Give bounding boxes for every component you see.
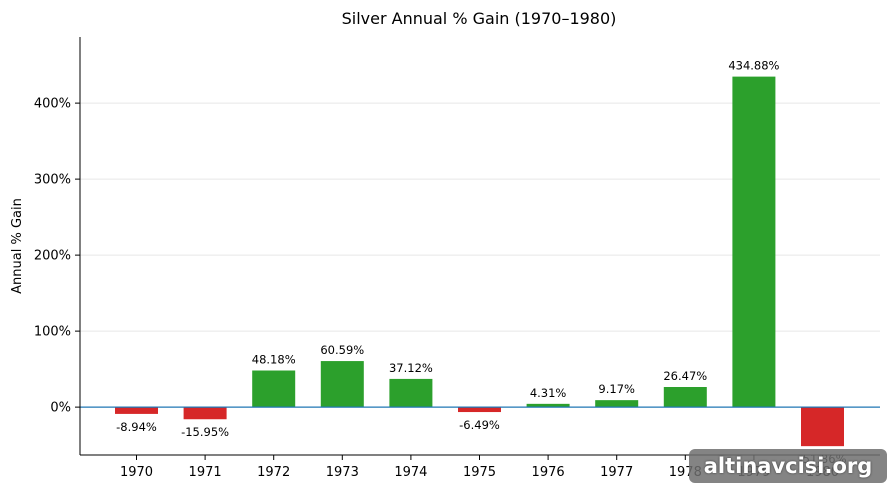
data-label-1973: 60.59%	[320, 343, 364, 357]
y-tick-label: 300%	[34, 173, 71, 188]
data-label-1972: 48.18%	[252, 353, 296, 367]
watermark: altinavcisi.org	[689, 449, 887, 483]
bar-1980	[801, 407, 844, 447]
y-tick-label: 400%	[34, 97, 71, 112]
x-tick-label: 1977	[600, 465, 633, 480]
bar-1976	[526, 403, 570, 408]
data-label-1979: 434.88%	[728, 59, 779, 73]
data-label-1975: -6.49%	[459, 418, 500, 432]
bar-1974	[389, 378, 433, 408]
bars	[115, 76, 844, 447]
x-tick-label: 1971	[189, 465, 222, 480]
x-tick-label: 1975	[463, 465, 496, 480]
y-axis-label: Annual % Gain	[10, 198, 25, 294]
data-label-1971: -15.95%	[181, 425, 229, 439]
bar-1970	[115, 407, 158, 414]
x-tick-label: 1970	[120, 465, 153, 480]
bar-1979	[732, 76, 776, 408]
bar-1973	[320, 361, 364, 408]
x-tick-label: 1974	[394, 465, 427, 480]
data-label-1978: 26.47%	[663, 369, 707, 383]
bar-1971	[183, 407, 227, 420]
chart-title: Silver Annual % Gain (1970–1980)	[342, 9, 617, 28]
x-tick-label: 1972	[257, 465, 290, 480]
y-tick-label: 200%	[34, 249, 71, 264]
x-tick-label: 1973	[326, 465, 359, 480]
bar-1972	[252, 370, 296, 408]
y-tick-label: 100%	[34, 325, 71, 340]
data-label-1970: -8.94%	[116, 420, 157, 434]
data-label-1974: 37.12%	[389, 361, 433, 375]
data-label-1976: 4.31%	[530, 386, 567, 400]
bar-1975	[458, 407, 501, 413]
bar-1977	[595, 400, 639, 408]
y-tick-label: 0%	[50, 401, 71, 416]
data-label-1977: 9.17%	[598, 382, 635, 396]
x-tick-label: 1976	[532, 465, 565, 480]
bar-1978	[663, 387, 707, 408]
